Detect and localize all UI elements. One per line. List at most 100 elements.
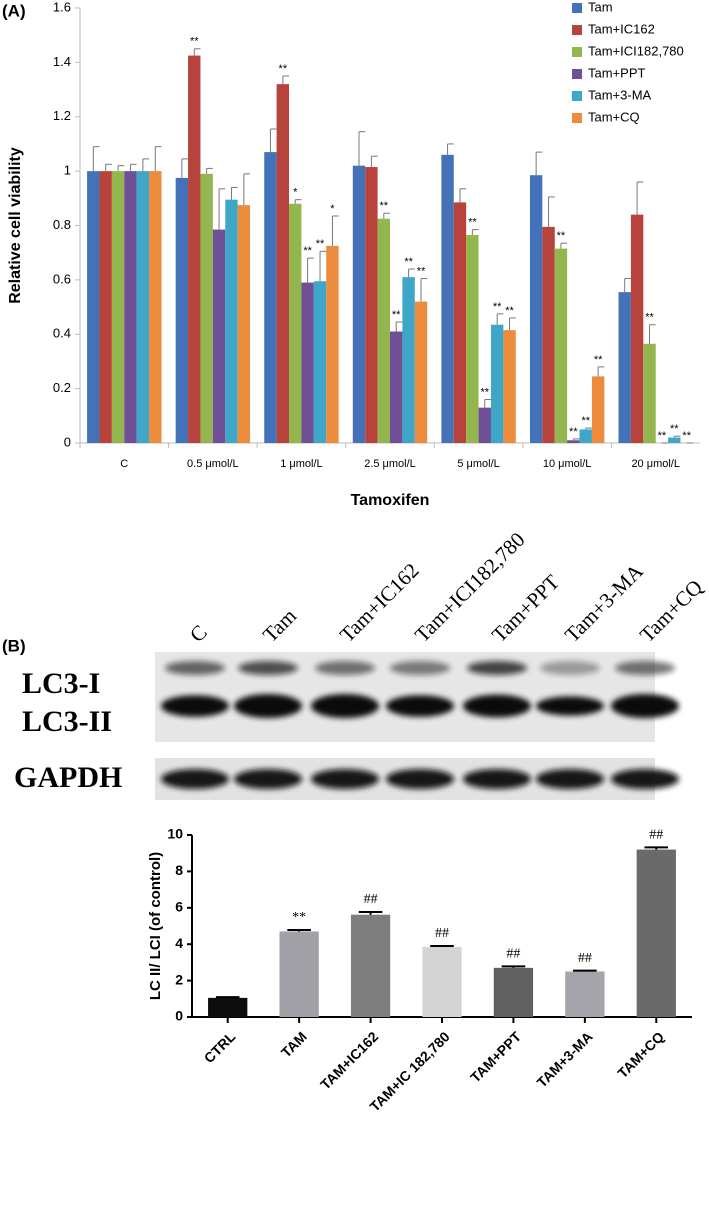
- bar: [175, 177, 189, 443]
- significance-label: **: [392, 309, 401, 321]
- significance-label: *: [330, 203, 335, 215]
- significance-label: **: [404, 256, 413, 268]
- bar: [414, 301, 428, 443]
- x-tick-label: 5 μmol/L: [457, 458, 499, 470]
- bar: [352, 165, 366, 443]
- blot-band: [161, 769, 229, 789]
- bar: [630, 214, 644, 443]
- error-bar: [287, 929, 311, 932]
- bar: [237, 205, 251, 443]
- bar: [212, 229, 226, 443]
- lane-label: Tam: [258, 604, 301, 647]
- bar: [478, 407, 491, 443]
- panel-label: (B): [2, 636, 26, 655]
- panel-label: (A): [2, 1, 26, 20]
- x-tick-label: 20 μmol/L: [631, 458, 680, 470]
- error-bar: [215, 996, 240, 999]
- bar: [579, 429, 592, 443]
- y-tick-label: 2: [175, 971, 183, 987]
- bar: [301, 282, 314, 443]
- y-tick-label: 1.6: [53, 0, 71, 14]
- legend-swatch: [572, 69, 582, 79]
- significance-label: **: [581, 415, 590, 427]
- bar: [124, 171, 137, 443]
- bar: [643, 343, 656, 443]
- blot-row-label: GAPDH: [14, 761, 122, 794]
- bar: [529, 175, 543, 443]
- legend-label: Tam: [588, 0, 613, 14]
- error-bar: [501, 965, 526, 968]
- y-tick-label: 6: [175, 899, 183, 915]
- blot-band: [390, 661, 450, 675]
- bar: [99, 171, 112, 443]
- bar: [554, 248, 568, 443]
- blot-band: [238, 661, 298, 675]
- x-tick-label: 0.5 μmol/L: [187, 458, 239, 470]
- y-tick-label: 0.8: [53, 217, 71, 232]
- y-tick-label: 0.4: [53, 326, 71, 341]
- blot-band: [536, 769, 604, 789]
- legend-swatch: [572, 25, 582, 35]
- bar: [618, 292, 631, 443]
- significance-label: **: [670, 423, 679, 435]
- bar: [668, 437, 681, 443]
- bar: [365, 167, 378, 443]
- bar: [149, 171, 162, 443]
- bar: [422, 946, 462, 1017]
- bar: [264, 152, 277, 443]
- bar: [441, 154, 454, 443]
- error-bar: [644, 846, 669, 850]
- y-tick-label: 1.4: [53, 54, 71, 69]
- y-tick-label: 1.2: [53, 108, 71, 123]
- bar: [591, 376, 605, 443]
- blot-band: [161, 695, 229, 717]
- significance-label: **: [682, 430, 691, 442]
- bar: [111, 171, 125, 443]
- error-bar: [358, 910, 383, 915]
- x-tick-label: TAM+3-MA: [534, 1028, 596, 1090]
- blot-band: [463, 694, 531, 718]
- x-tick-label: 2.5 μmol/L: [364, 458, 416, 470]
- blot-band: [165, 661, 225, 675]
- bar: [490, 324, 504, 443]
- significance-label: **: [380, 200, 389, 212]
- y-tick-label: 0.2: [53, 380, 71, 395]
- error-bar: [573, 969, 597, 972]
- blot-band: [311, 694, 379, 718]
- x-tick-label: CTRL: [201, 1028, 239, 1066]
- blot-band: [467, 661, 527, 675]
- significance-label: ##: [649, 828, 663, 843]
- y-tick-label: 4: [175, 935, 183, 951]
- legend-label: Tam+3-MA: [588, 87, 652, 102]
- bar: [208, 997, 248, 1017]
- significance-label: **: [468, 216, 477, 228]
- y-tick-label: 0: [64, 434, 71, 449]
- significance-label: **: [303, 245, 312, 257]
- bar: [503, 330, 516, 443]
- lane-label: C: [185, 620, 212, 647]
- bar: [279, 931, 319, 1017]
- bar: [200, 173, 213, 443]
- significance-label: **: [417, 265, 426, 277]
- bar: [565, 971, 605, 1017]
- x-tick-label: TAM+PPT: [467, 1028, 524, 1085]
- significance-label: **: [557, 230, 566, 242]
- blot-band: [386, 695, 454, 717]
- bar: [453, 202, 467, 443]
- lane-label: Tam+PPT: [487, 570, 564, 647]
- bar: [466, 235, 479, 443]
- blot-band: [463, 769, 531, 789]
- blot-band: [536, 696, 604, 716]
- legend-label: Tam+ICI182,780: [588, 43, 684, 58]
- bar: [313, 281, 327, 443]
- bar: [276, 84, 290, 443]
- legend-label: Tam+CQ: [588, 109, 640, 124]
- x-axis-title: Tamoxifen: [351, 492, 430, 509]
- lane-label: Tam+3-MA: [560, 559, 648, 647]
- y-tick-label: 0: [175, 1008, 183, 1024]
- x-tick-label: 1 μmol/L: [280, 458, 322, 470]
- bar: [390, 331, 403, 443]
- y-tick-label: 8: [175, 862, 183, 878]
